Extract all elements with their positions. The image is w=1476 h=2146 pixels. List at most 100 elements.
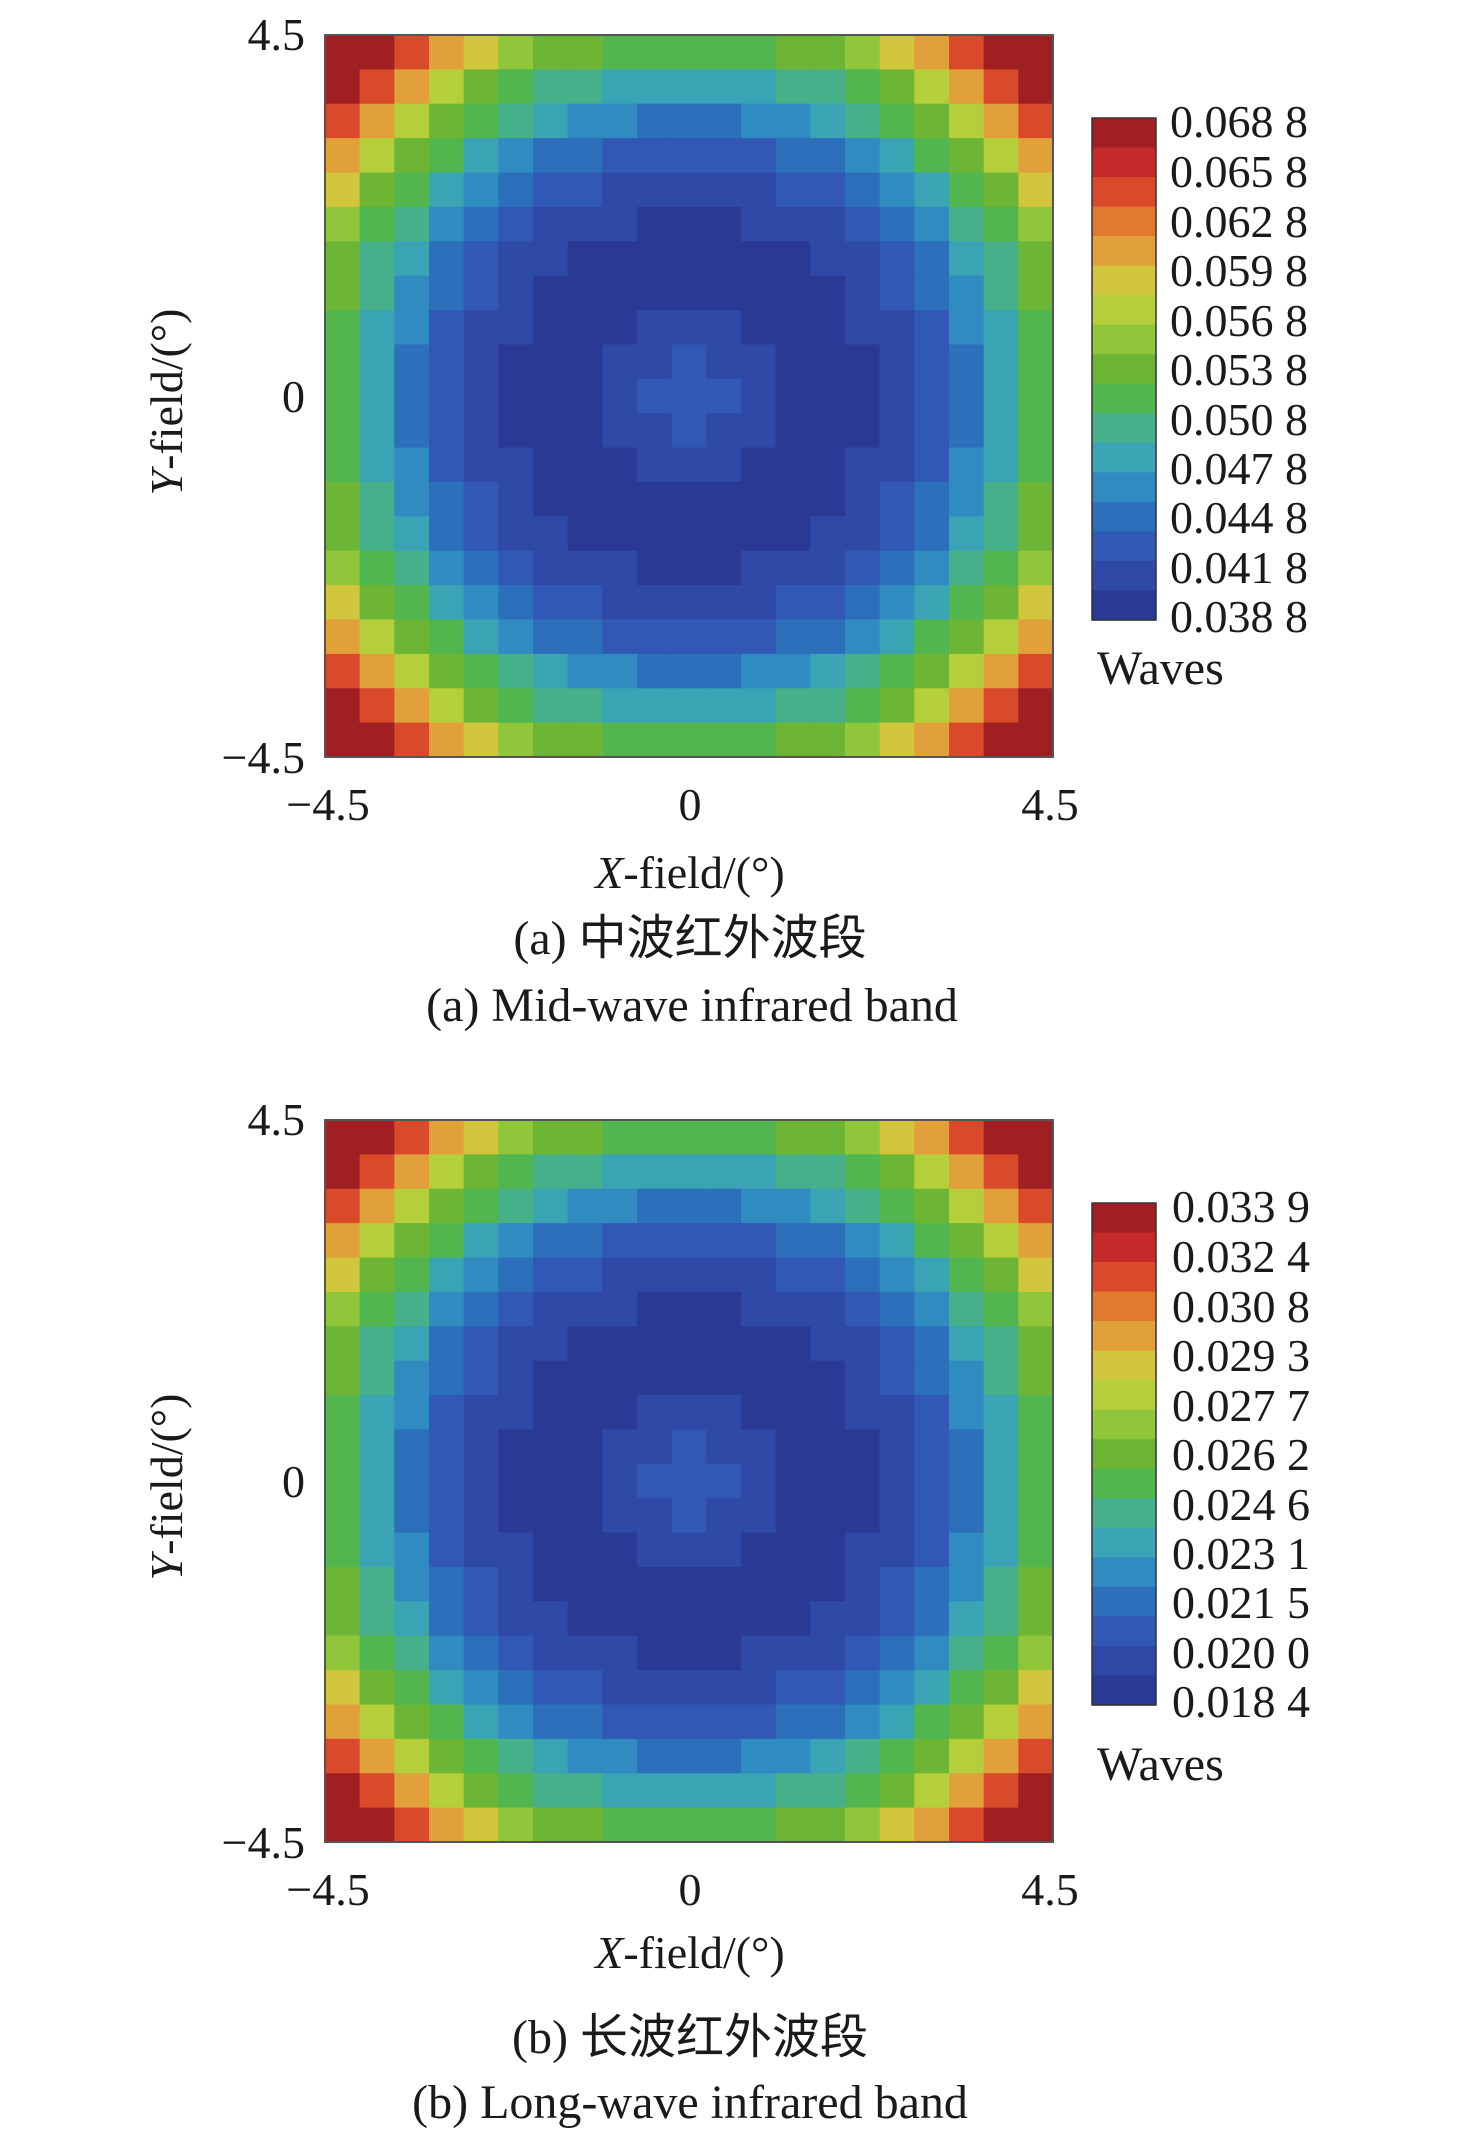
heatmap-cell: [394, 481, 430, 517]
heatmap-cell: [325, 1807, 361, 1843]
heatmap-cell: [567, 310, 603, 346]
heatmap-cell: [602, 344, 638, 380]
heatmap-cell: [810, 1257, 846, 1293]
heatmap-cell: [1018, 1360, 1054, 1396]
heatmap-cell: [429, 1532, 465, 1568]
heatmap-cell: [429, 1429, 465, 1465]
heatmap-cell: [914, 1154, 950, 1190]
heatmap-cell: [810, 1429, 846, 1465]
heatmap-cell: [775, 1635, 811, 1671]
heatmap-cell: [602, 1257, 638, 1293]
heatmap-cell: [775, 275, 811, 311]
heatmap-cell: [429, 1670, 465, 1706]
heatmap-cell: [602, 103, 638, 139]
heatmap-cell: [810, 35, 846, 70]
heatmap-cell: [637, 1601, 673, 1637]
heatmap-cell: [741, 481, 777, 517]
heatmap-cell: [533, 1635, 569, 1671]
heatmap-cell: [359, 344, 395, 380]
heatmap-cell: [567, 1154, 603, 1190]
colorbar-swatch: [1092, 118, 1156, 149]
heatmap-cell: [533, 1601, 569, 1637]
heatmap-cell: [602, 1704, 638, 1740]
heatmap-cell: [567, 481, 603, 517]
heatmap-cell: [879, 1566, 915, 1602]
heatmap-cell: [567, 413, 603, 449]
heatmap-cell: [1018, 1154, 1054, 1190]
heatmap-cell: [325, 1463, 361, 1499]
heatmap-cell: [463, 688, 499, 724]
heatmap-cell: [879, 688, 915, 724]
heatmap-cell: [983, 1704, 1019, 1740]
heatmap-cell: [325, 1257, 361, 1293]
heatmap-cell: [914, 1120, 950, 1155]
heatmap-cell: [949, 1704, 985, 1740]
colorbar-swatch: [1092, 1527, 1156, 1558]
heatmap-cell: [914, 653, 950, 689]
heatmap-cell: [567, 241, 603, 277]
heatmap-cell: [359, 1326, 395, 1362]
heatmap-cell: [567, 35, 603, 70]
heatmap-cell: [637, 69, 673, 105]
heatmap-cell: [845, 722, 881, 758]
heatmap-cell: [706, 1566, 742, 1602]
heatmap-cell: [741, 1807, 777, 1843]
heatmap-cell: [810, 481, 846, 517]
heatmap-cell: [671, 1498, 707, 1534]
heatmap-cell: [810, 447, 846, 483]
heatmap-cell: [845, 344, 881, 380]
heatmap-cell: [671, 1670, 707, 1706]
heatmap-cell: [879, 1670, 915, 1706]
heatmap-cell: [533, 172, 569, 208]
heatmap-cell: [949, 1498, 985, 1534]
heatmap-cell: [429, 172, 465, 208]
heatmap-cell: [706, 241, 742, 277]
heatmap-cell: [429, 35, 465, 70]
heatmap-cell: [706, 516, 742, 552]
colorbar-swatch: [1092, 1675, 1156, 1706]
heatmap-cell: [983, 172, 1019, 208]
heatmap-cell: [1018, 1429, 1054, 1465]
heatmap-cell: [498, 35, 534, 70]
heatmap-cell: [602, 1120, 638, 1155]
heatmap-cell: [879, 35, 915, 70]
heatmap-cell: [810, 653, 846, 689]
heatmap-cell: [879, 172, 915, 208]
heatmap-cell: [983, 1498, 1019, 1534]
heatmap-cell: [914, 1704, 950, 1740]
heatmap-cell: [741, 310, 777, 346]
heatmap-cell: [741, 103, 777, 139]
heatmap-cell: [706, 619, 742, 655]
heatmap-cell: [359, 1773, 395, 1809]
caption-en-a: (a) Mid-wave infrared band: [426, 979, 958, 1032]
heatmap-cell: [498, 1670, 534, 1706]
heatmap-cell: [359, 516, 395, 552]
heatmap-cell: [671, 1601, 707, 1637]
heatmap-cell: [325, 722, 361, 758]
colorbar-label-a-6: 0.050 8: [1170, 394, 1308, 445]
heatmap-cell: [671, 378, 707, 414]
heatmap-cell: [949, 138, 985, 174]
heatmap-cell: [602, 722, 638, 758]
heatmap-cell: [463, 1188, 499, 1224]
heatmap-cell: [359, 1395, 395, 1431]
heatmap-cell: [1018, 447, 1054, 483]
heatmap-cell: [775, 1223, 811, 1259]
heatmap-cell: [325, 413, 361, 449]
heatmap-cell: [533, 516, 569, 552]
heatmap-cell: [567, 722, 603, 758]
heatmap-cell: [463, 516, 499, 552]
heatmap-cell: [602, 550, 638, 586]
heatmap-cell: [914, 241, 950, 277]
ytick-bottom-b: −4.5: [222, 1817, 305, 1868]
heatmap-cell: [671, 585, 707, 621]
heatmap-cell: [429, 1635, 465, 1671]
heatmap-cell: [637, 1738, 673, 1774]
heatmap-cell: [983, 138, 1019, 174]
heatmap-cell: [498, 550, 534, 586]
heatmap-cell: [706, 1120, 742, 1155]
heatmap-cell: [394, 1738, 430, 1774]
heatmap-cell: [394, 35, 430, 70]
colorbar-label-b-2: 0.030 8: [1172, 1281, 1310, 1332]
heatmap-cell: [394, 103, 430, 139]
